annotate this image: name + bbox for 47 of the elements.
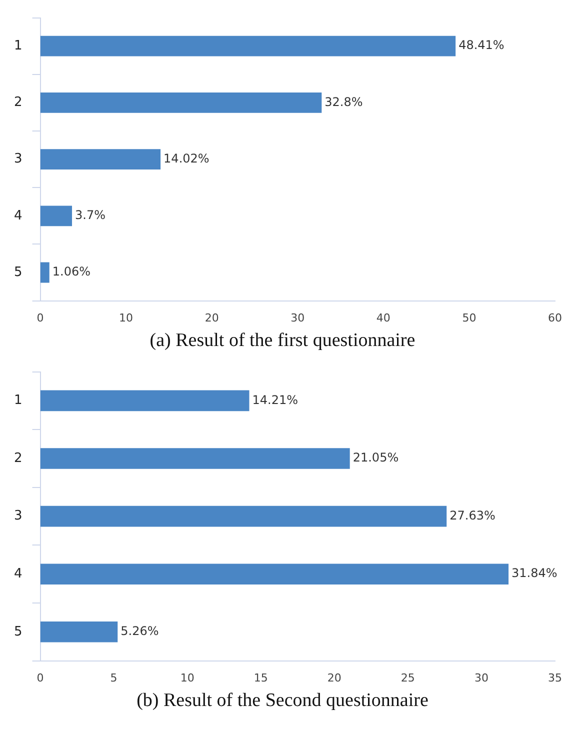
x-tick-label: 50 bbox=[462, 311, 476, 324]
bar bbox=[40, 390, 250, 412]
data-label: 14.21% bbox=[252, 392, 298, 407]
x-tick-label: 15 bbox=[254, 671, 268, 684]
data-label: 14.02% bbox=[164, 151, 210, 166]
bar bbox=[40, 206, 72, 226]
x-tick-label: 60 bbox=[548, 311, 562, 324]
data-label: 48.41% bbox=[458, 38, 504, 52]
y-tick-label: 1 bbox=[14, 38, 22, 54]
y-tick-label: 4 bbox=[14, 566, 22, 582]
bar bbox=[40, 149, 161, 170]
x-tick-label: 25 bbox=[400, 671, 415, 684]
bar bbox=[40, 506, 447, 527]
bar bbox=[40, 448, 350, 469]
data-label: 27.63% bbox=[450, 508, 496, 522]
data-label: 5.26% bbox=[120, 624, 159, 638]
x-tick-label: 0 bbox=[36, 671, 44, 684]
data-label: 3.7% bbox=[75, 208, 106, 222]
text: (a) Result of the first questionnaire bbox=[148, 329, 416, 353]
data-label: 31.84% bbox=[512, 566, 558, 580]
bar bbox=[40, 36, 456, 56]
x-tick-label: 20 bbox=[327, 671, 342, 684]
y-tick-label: 1 bbox=[14, 393, 22, 408]
y-tick-label: 2 bbox=[14, 95, 22, 110]
y-tick-label: 5 bbox=[14, 264, 22, 280]
x-tick-label: 10 bbox=[119, 311, 134, 324]
x-tick-label: 0 bbox=[36, 311, 44, 324]
y-tick-label: 4 bbox=[14, 208, 22, 224]
data-label: 21.05% bbox=[352, 450, 399, 465]
bar bbox=[40, 564, 509, 585]
x-tick-label: 5 bbox=[110, 671, 118, 684]
data-label: 1.06% bbox=[52, 264, 90, 279]
x-tick-label: 35 bbox=[548, 671, 562, 684]
x-tick-label: 30 bbox=[290, 311, 305, 324]
y-tick-label: 5 bbox=[14, 624, 22, 640]
x-tick-label: 10 bbox=[180, 671, 194, 684]
x-tick-label: 40 bbox=[376, 311, 390, 324]
y-tick-label: 2 bbox=[14, 450, 22, 466]
data-label: 32.8% bbox=[324, 94, 363, 109]
y-tick-label: 3 bbox=[14, 152, 22, 167]
bar bbox=[40, 92, 322, 113]
text: (b) Result of the Second questionnaire bbox=[136, 689, 430, 713]
y-tick-label: 3 bbox=[14, 508, 22, 524]
bar bbox=[40, 621, 118, 642]
x-tick-label: 30 bbox=[474, 671, 488, 684]
bar bbox=[40, 262, 50, 283]
x-tick-label: 20 bbox=[204, 311, 219, 324]
